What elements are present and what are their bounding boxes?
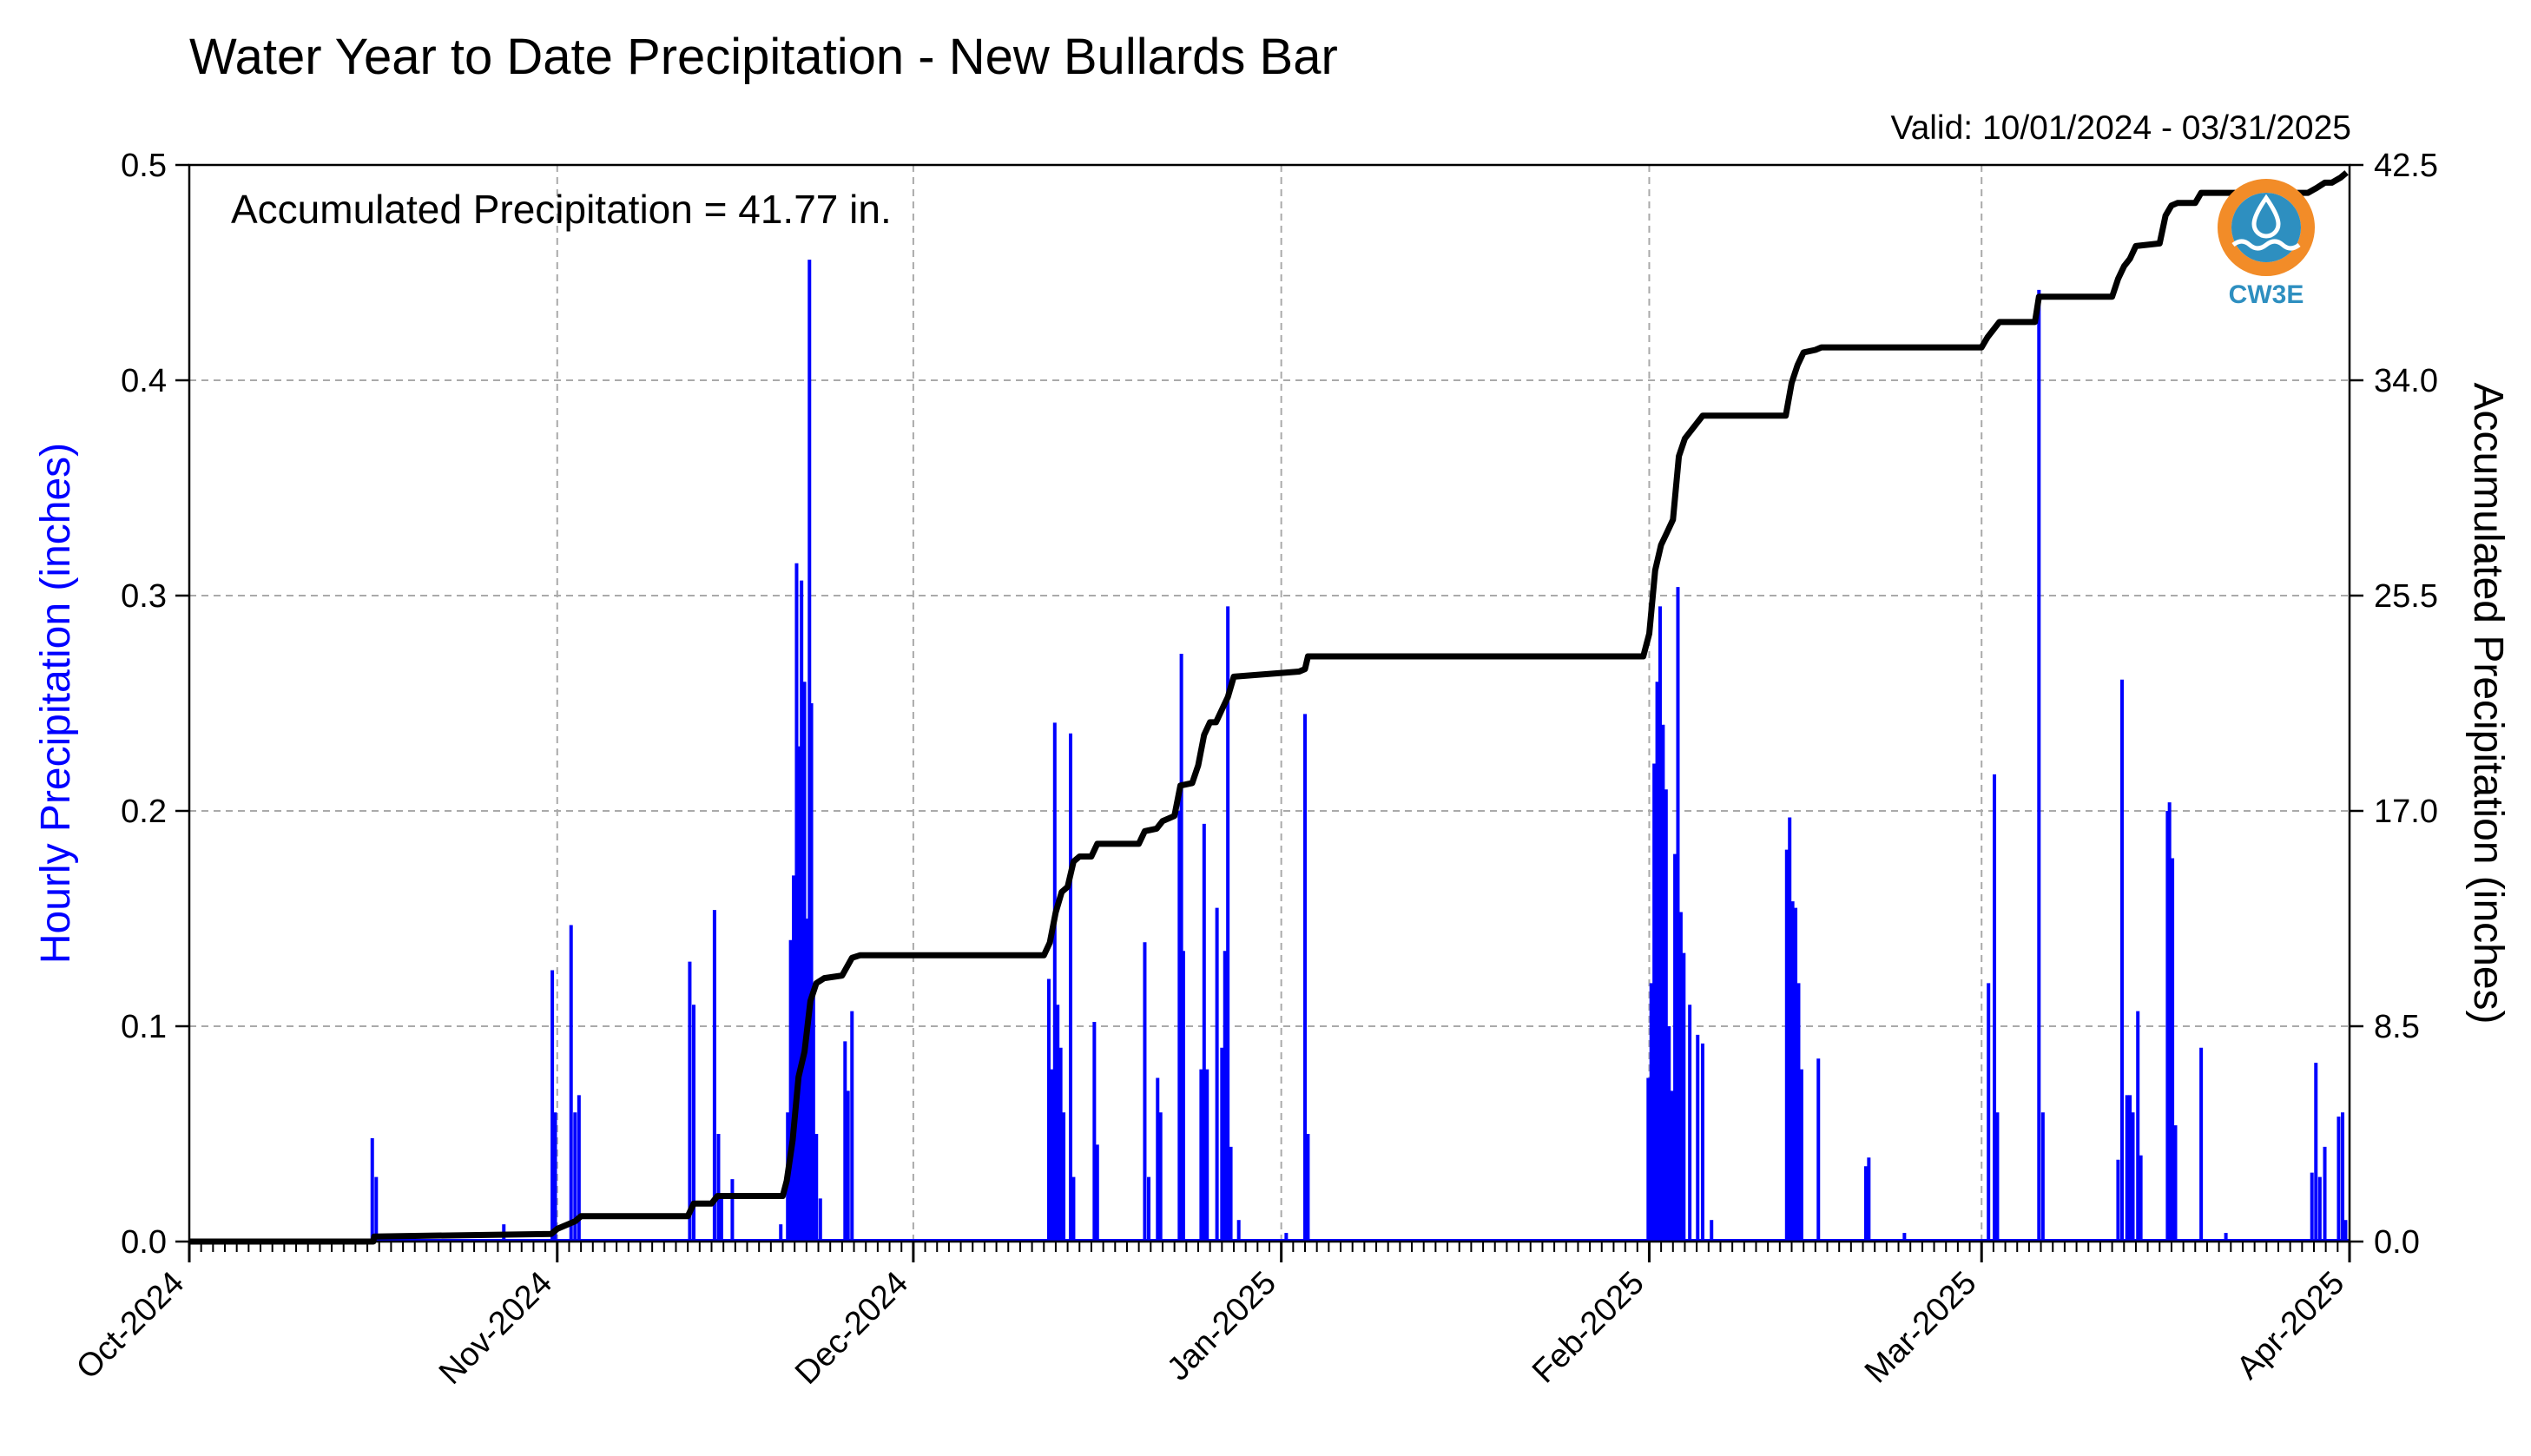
logo-disc-icon: [2231, 193, 2301, 262]
x-axis: Oct-2024 Nov-2024 Dec-2024 Jan-2025 Feb-2025…: [69, 1242, 2351, 1392]
y-axis-left-title: Hourly Precipitation (inches): [33, 443, 79, 964]
logo-wave-icon: [2231, 239, 2301, 251]
cw3e-logo: CW3E: [2218, 179, 2315, 309]
y-left-tick-label: 0.1: [121, 1009, 167, 1045]
plot-frame: [188, 163, 2351, 1243]
x-tick-label: Mar-2025: [1858, 1265, 1984, 1391]
x-tick-label: Nov-2024: [432, 1265, 559, 1392]
y-left-tick-label: 0.4: [121, 363, 167, 399]
y-right-tick-label: 8.5: [2374, 1009, 2420, 1045]
y-axis-left: 0.0 0.1 0.2 0.3 0.4 0.5: [121, 148, 189, 1261]
chart-title: Water Year to Date Precipitation - New B…: [189, 29, 1338, 85]
logo-drop-icon: [2251, 194, 2281, 239]
accumulated-precip-line: [189, 170, 2349, 1245]
y-left-tick-label: 0.3: [121, 578, 167, 615]
y-right-tick-label: 34.0: [2374, 363, 2438, 399]
y-axis-right: 0.0 8.5 17.0 25.5 34.0 42.5: [2350, 148, 2438, 1261]
x-tick-label: Dec-2024: [788, 1265, 915, 1392]
y-right-tick-label: 25.5: [2374, 578, 2438, 615]
y-left-tick-label: 0.0: [121, 1224, 167, 1261]
y-right-tick-label: 0.0: [2374, 1224, 2420, 1261]
y-left-tick-label: 0.5: [121, 148, 167, 184]
x-tick-label: Apr-2025: [2230, 1265, 2351, 1387]
x-tick-label: Oct-2024: [69, 1265, 191, 1387]
y-axis-right-title: Accumulated Precipitation (inches): [2465, 382, 2511, 1024]
hourly-precip-bars: [189, 260, 2350, 1242]
y-right-tick-label: 17.0: [2374, 794, 2438, 830]
y-right-tick-label: 42.5: [2374, 148, 2438, 184]
logo-text: CW3E: [2229, 280, 2304, 309]
y-left-tick-label: 0.2: [121, 794, 167, 830]
x-tick-label: Jan-2025: [1160, 1265, 1283, 1388]
grid-lines: [189, 165, 2350, 1242]
accumulated-annotation: Accumulated Precipitation = 41.77 in.: [231, 187, 892, 232]
x-tick-label: Feb-2025: [1526, 1265, 1651, 1391]
chart-subtitle: Valid: 10/01/2024 - 03/31/2025: [1890, 109, 2351, 147]
